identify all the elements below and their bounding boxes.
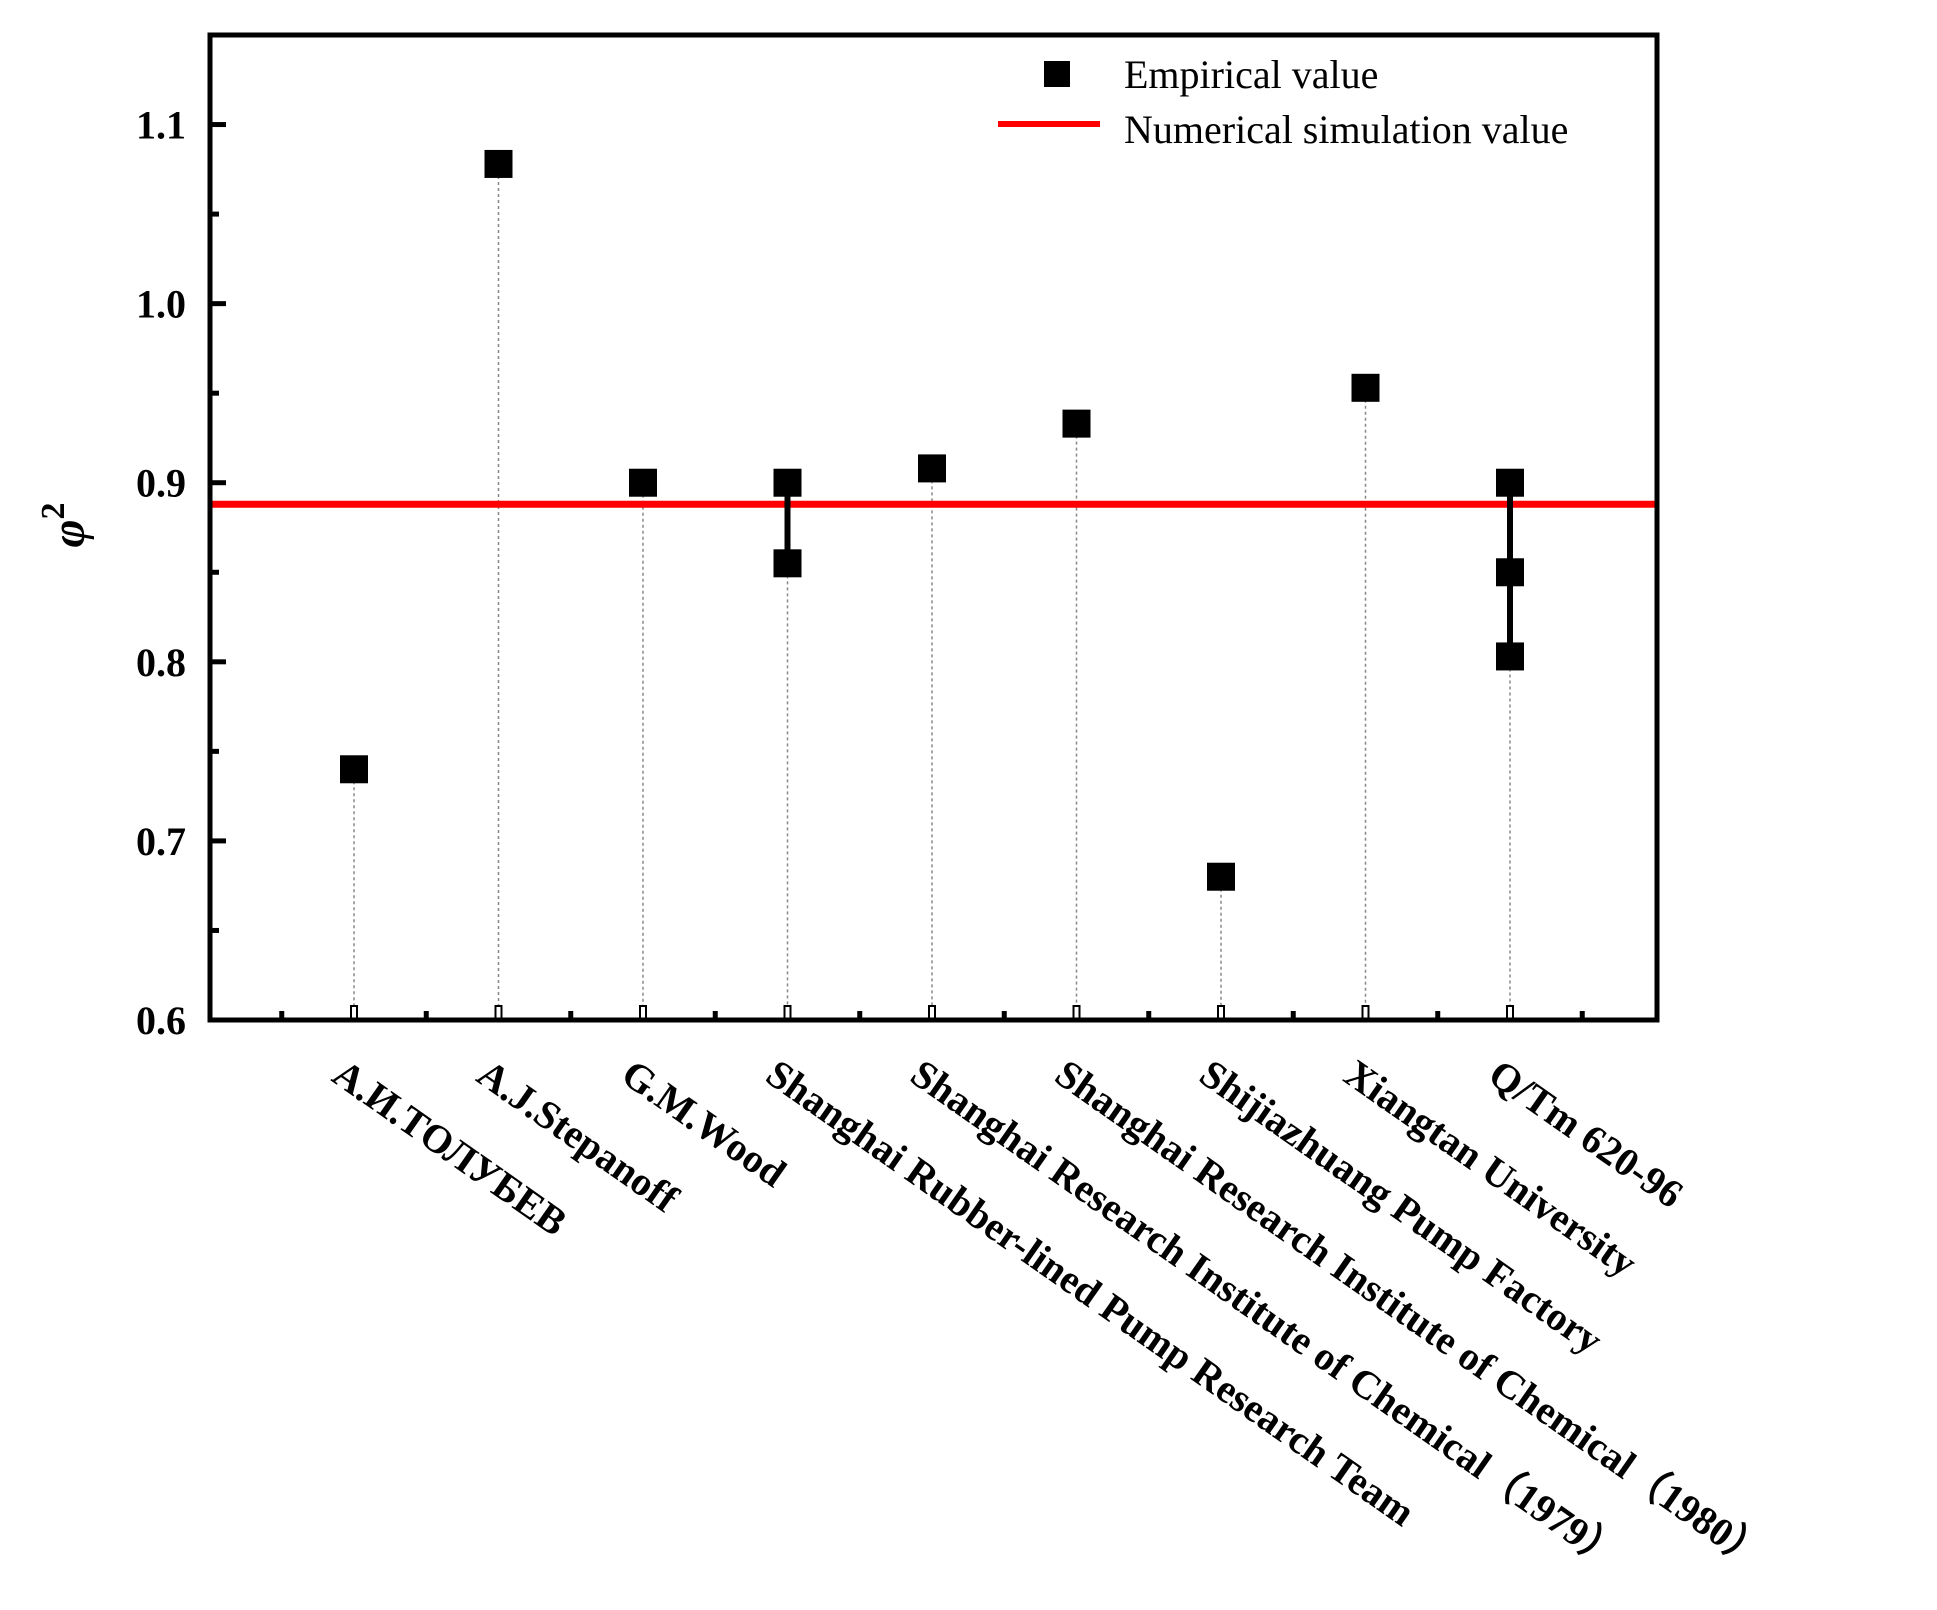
y-tick-label: 1.1: [136, 103, 186, 148]
empirical-point: [918, 454, 946, 483]
empirical-point: [629, 468, 657, 497]
category-labels: А.И.ТОЛУБЕВA.J.StepanoffG.M.WoodShanghai…: [325, 1051, 1775, 1579]
y-tick-label: 0.6: [136, 998, 186, 1043]
category-label: Shanghai Rubber-lined Pump Research Team: [758, 1051, 1423, 1535]
empirical-point: [484, 149, 513, 178]
y-tick-label: 0.9: [136, 461, 186, 506]
empirical-point: [1351, 373, 1380, 402]
drop-lines: [353, 163, 1511, 1006]
empirical-point: [773, 468, 802, 497]
empirical-point: [1207, 862, 1235, 891]
plot-frame: [207, 32, 1660, 1023]
empirical-markers: [340, 149, 1524, 891]
legend-marker-empirical: [1044, 61, 1070, 87]
empirical-point: [1496, 642, 1524, 671]
y-tick-label: 0.7: [136, 819, 186, 864]
empirical-point: [340, 755, 368, 784]
legend-label-numerical: Numerical simulation value: [1124, 107, 1568, 152]
empirical-point: [1496, 558, 1524, 587]
y-axis-label: φ2: [35, 502, 95, 547]
y-tick-label: 0.8: [136, 640, 186, 685]
y-axis-tick-labels: 0.6 0.7 0.8 0.9 1.0 1.1: [136, 103, 186, 1043]
empirical-point: [1062, 409, 1091, 438]
range-bars: [784, 482, 1513, 657]
y-tick-label: 1.0: [136, 282, 186, 327]
empirical-point: [773, 549, 802, 578]
legend-label-empirical: Empirical value: [1124, 52, 1378, 97]
legend: Empirical value Numerical simulation val…: [998, 52, 1568, 152]
empirical-point: [1496, 468, 1524, 497]
